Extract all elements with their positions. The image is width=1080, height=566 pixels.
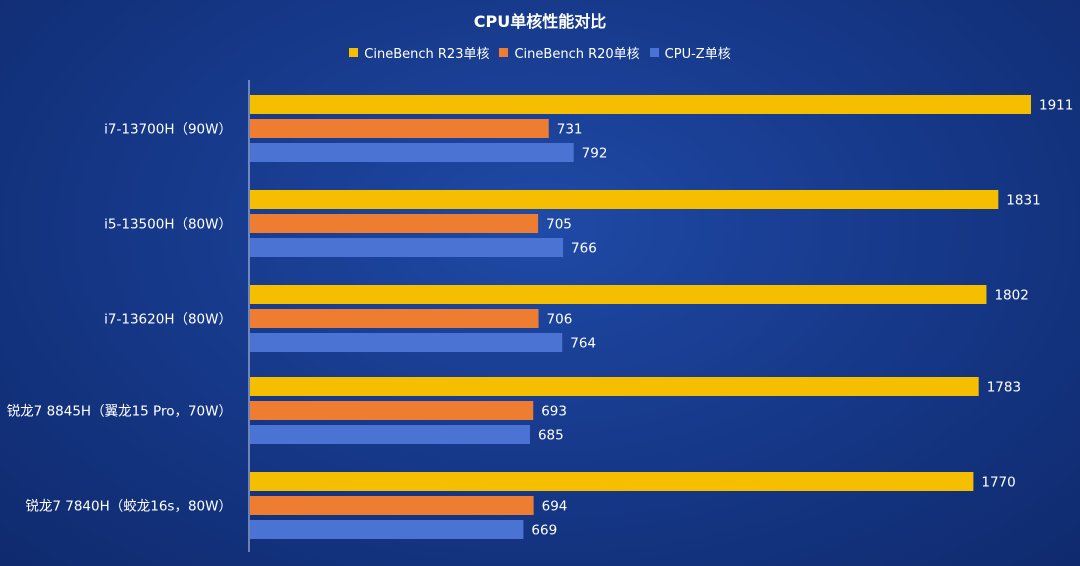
legend-item-r20: CineBench R20单核 [499,43,640,62]
bar-r20 [250,214,539,233]
data-label-cpuz: 764 [570,336,596,352]
category-label: i7-13700H（90W） [104,122,232,138]
category-label: 锐龙7 7840H（蛟龙16s，80W） [25,499,232,515]
bar-r20 [250,309,539,328]
legend-item-cpuz: CPU-Z单核 [649,43,731,62]
legend-swatch-r20 [499,48,509,57]
category-label: i7-13620H（80W） [104,312,232,328]
data-label-r20: 705 [546,217,572,233]
data-label-cpuz: 766 [571,241,597,257]
bar-cpuz [250,333,563,352]
data-label-r23: 1802 [994,288,1028,304]
data-label-r23: 1770 [981,475,1015,491]
bar-r23 [250,95,1031,114]
category-label: 锐龙7 8845H（翼龙15 Pro，70W） [7,404,232,420]
data-label-r20: 731 [557,122,583,138]
legend-swatch-cpuz [649,48,659,57]
legend-label-cpuz: CPU-Z单核 [664,47,731,62]
bar-cpuz [250,143,574,162]
data-label-r23: 1831 [1006,193,1040,209]
data-label-r20: 706 [547,312,573,328]
chart-title: CPU单核性能对比 [473,12,607,31]
bar-r20 [250,496,534,515]
legend-item-r23: CineBench R23单核 [349,43,489,62]
data-label-cpuz: 685 [538,428,564,444]
data-label-r20: 694 [542,499,568,515]
data-label-r23: 1783 [987,380,1021,396]
data-label-r23: 1911 [1039,98,1073,114]
bar-cpuz [250,425,530,444]
bar-r23 [250,285,987,304]
data-label-cpuz: 792 [582,146,608,162]
data-label-r20: 693 [541,404,567,420]
legend-label-r20: CineBench R20单核 [514,47,640,62]
category-label: i5-13500H（80W） [104,217,232,233]
bar-r20 [250,401,534,420]
legend: CineBench R23单核 CineBench R20单核 CPU-Z单核 [0,43,1080,62]
bar-r20 [250,119,549,138]
legend-label-r23: CineBench R23单核 [364,47,490,62]
data-label-cpuz: 669 [531,523,557,539]
bar-r23 [250,190,999,209]
legend-swatch-r23 [349,48,359,57]
bar-cpuz [250,238,564,257]
bar-r23 [250,472,974,491]
bar-r23 [250,377,979,396]
bar-cpuz [250,520,524,539]
